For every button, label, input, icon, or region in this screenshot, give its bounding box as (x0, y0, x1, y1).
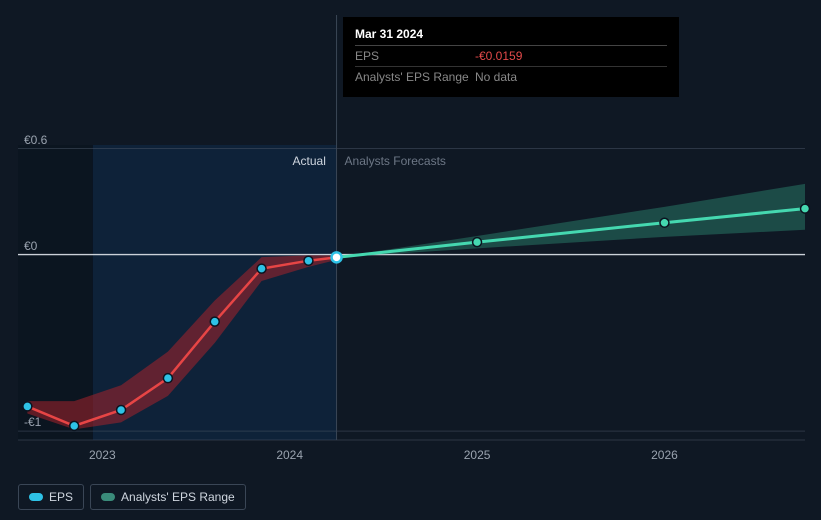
x-tick-label: 2023 (89, 448, 116, 462)
actual-marker[interactable] (257, 264, 266, 273)
tooltip-row-value: -€0.0159 (475, 49, 522, 63)
tooltip-row-value: No data (475, 70, 517, 84)
forecast-marker[interactable] (801, 204, 810, 213)
tooltip-row-label: EPS (355, 49, 475, 63)
y-tick-label: €0.6 (24, 133, 47, 147)
actual-marker[interactable] (23, 402, 32, 411)
legend-label: EPS (49, 490, 73, 504)
legend-swatch (29, 493, 43, 501)
legend-item[interactable]: Analysts' EPS Range (90, 484, 246, 510)
actual-marker[interactable] (304, 256, 313, 265)
chart-tooltip: Mar 31 2024 EPS-€0.0159Analysts' EPS Ran… (343, 17, 679, 97)
tooltip-row: Analysts' EPS RangeNo data (355, 66, 667, 87)
legend-label: Analysts' EPS Range (121, 490, 235, 504)
legend-item[interactable]: EPS (18, 484, 84, 510)
chart-legend: EPS Analysts' EPS Range (18, 484, 246, 510)
tooltip-date: Mar 31 2024 (355, 27, 667, 41)
x-tick-label: 2024 (276, 448, 303, 462)
tooltip-row-label: Analysts' EPS Range (355, 70, 475, 84)
forecast-marker[interactable] (473, 238, 482, 247)
legend-swatch (101, 493, 115, 501)
region-label-actual: Actual (293, 154, 326, 168)
y-tick-label: €0 (24, 239, 37, 253)
actual-marker[interactable] (70, 421, 79, 430)
actual-marker[interactable] (210, 317, 219, 326)
x-tick-label: 2025 (464, 448, 491, 462)
actual-marker[interactable] (117, 405, 126, 414)
forecast-marker[interactable] (660, 218, 669, 227)
y-tick-label: -€1 (24, 415, 41, 429)
actual-marker-highlight[interactable] (332, 252, 342, 262)
actual-marker[interactable] (163, 374, 172, 383)
eps-chart: €0.6 €0 -€1 2023 2024 2025 2026 Actual Analys… (0, 0, 821, 520)
region-label-forecast: Analysts Forecasts (345, 154, 446, 168)
tooltip-row: EPS-€0.0159 (355, 45, 667, 66)
x-tick-label: 2026 (651, 448, 678, 462)
